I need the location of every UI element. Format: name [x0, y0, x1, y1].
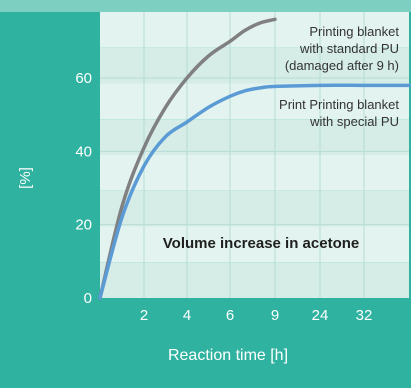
series-label-line: Printing blanket — [309, 24, 399, 39]
chart-title: Volume increase in acetone — [163, 235, 359, 252]
series-label-line: (damaged after 9 h) — [285, 58, 399, 73]
plot-band — [100, 12, 409, 48]
y-tick-label: 40 — [75, 143, 92, 160]
x-tick-labels: 2 4 6 9 24 32 — [140, 307, 373, 324]
x-tick-label: 24 — [312, 307, 329, 324]
plot-band — [100, 226, 409, 263]
series-label-standard-pu: Printing blanket with standard PU (damaged… — [285, 24, 400, 73]
x-tick-label: 6 — [226, 307, 234, 324]
series-labels: Printing blanket with standard PU (damaged… — [279, 24, 399, 129]
grid-lines — [100, 12, 409, 298]
series-label-line: Print Printing blanket — [279, 97, 399, 112]
x-tick-label: 4 — [183, 307, 191, 324]
x-tick-label: 9 — [271, 307, 279, 324]
plot-band — [100, 262, 409, 298]
y-tick-label: 0 — [84, 290, 92, 307]
series-label-special-pu: Print Printing blanket with special PU — [279, 97, 399, 129]
series-label-line: with special PU — [309, 114, 399, 129]
series-label-line: with standard PU — [299, 41, 399, 56]
series-lines — [98, 17, 411, 300]
plot-band — [100, 155, 409, 191]
plot-band — [100, 190, 409, 227]
plot-bands — [100, 12, 409, 298]
x-axis-label: Reaction time [h] — [168, 347, 288, 364]
y-tick-label: 60 — [75, 70, 92, 87]
header-band — [0, 0, 411, 12]
y-tick-label: 20 — [75, 217, 92, 234]
series-line-special-pu — [98, 83, 411, 300]
y-tick-labels: 0 20 40 60 — [75, 70, 92, 307]
plot-band — [100, 119, 409, 155]
y-axis-label: [%] — [17, 167, 34, 189]
x-tick-label: 2 — [140, 307, 148, 324]
series-line-standard-pu — [98, 17, 277, 300]
x-tick-label: 32 — [356, 307, 373, 324]
